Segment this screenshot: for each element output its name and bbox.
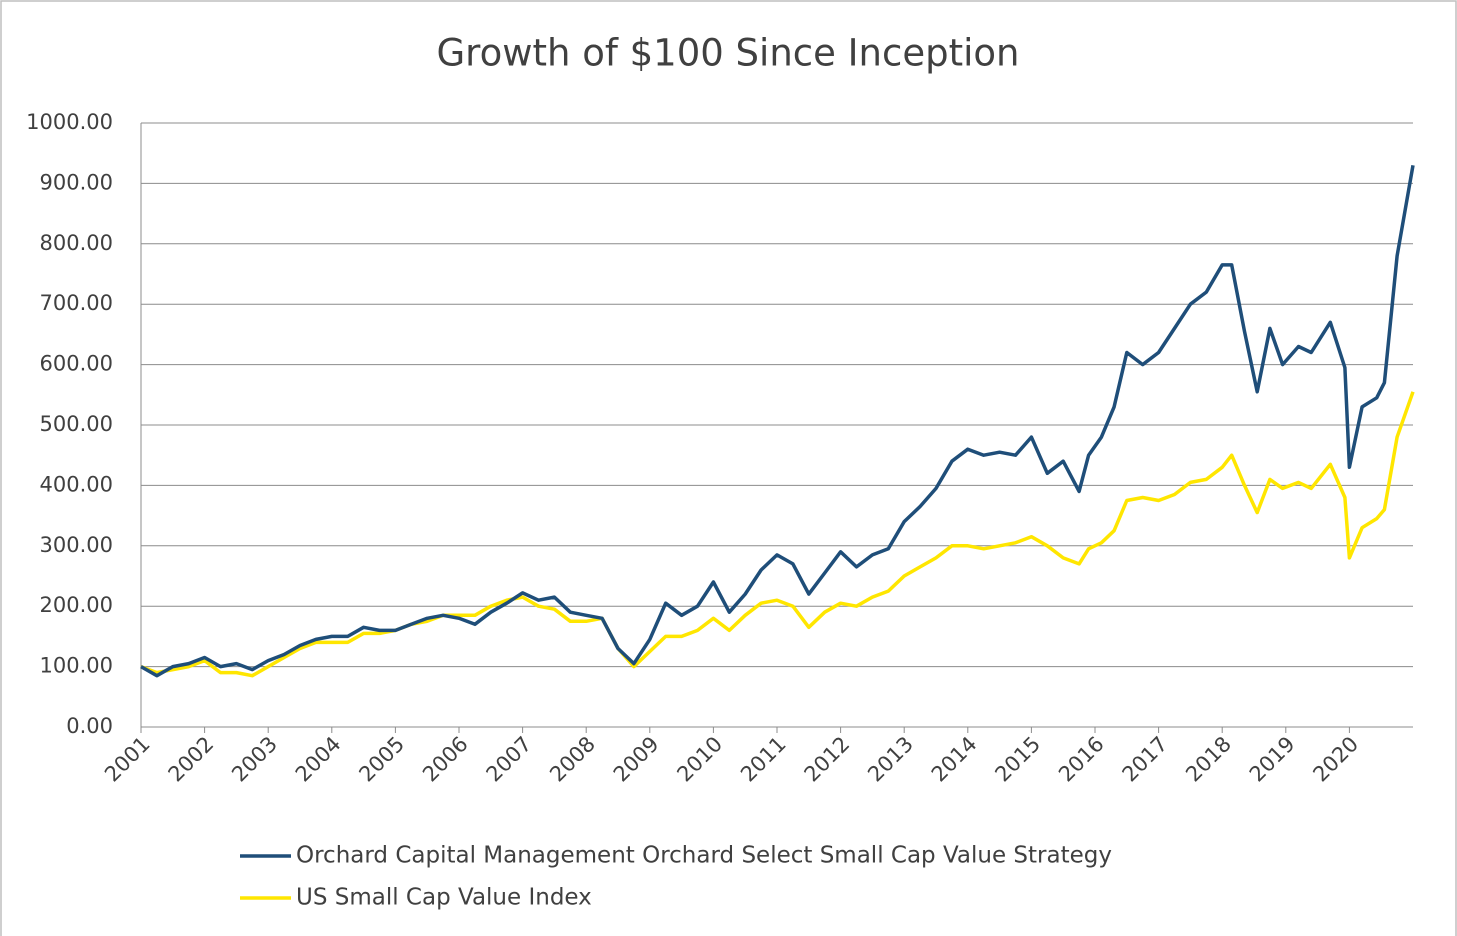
y-tick-label: 700.00 xyxy=(40,291,113,315)
y-tick-label: 900.00 xyxy=(40,170,113,194)
x-tick-label: 2015 xyxy=(990,732,1045,787)
x-tick-label: 2020 xyxy=(1308,732,1363,787)
chart-title: Growth of $100 Since Inception xyxy=(437,32,1020,75)
x-tick-label: 2014 xyxy=(927,732,982,787)
y-tick-label: 1000.00 xyxy=(26,110,113,134)
y-tick-label: 500.00 xyxy=(40,412,113,436)
x-tick-label: 2005 xyxy=(354,732,409,787)
x-tick-label: 2009 xyxy=(609,732,664,787)
y-tick-label: 600.00 xyxy=(40,352,113,376)
x-tick-label: 2013 xyxy=(863,732,918,787)
x-tick-label: 2003 xyxy=(227,732,282,787)
x-tick-label: 2001 xyxy=(100,732,155,787)
y-tick-label: 0.00 xyxy=(66,714,113,738)
x-tick-label: 2017 xyxy=(1118,732,1173,787)
x-tick-label: 2006 xyxy=(418,732,473,787)
y-tick-label: 800.00 xyxy=(40,231,113,255)
x-tick-label: 2012 xyxy=(800,732,855,787)
series-line xyxy=(140,164,1415,678)
x-tick-label: 2008 xyxy=(545,732,600,787)
x-tick-label: 2002 xyxy=(164,732,219,787)
x-tick-label: 2007 xyxy=(482,732,537,787)
x-tick-label: 2004 xyxy=(291,732,346,787)
y-tick-label: 100.00 xyxy=(40,654,113,678)
y-tick-label: 400.00 xyxy=(40,472,113,496)
x-tick-label: 2011 xyxy=(736,732,791,787)
x-tick-label: 2019 xyxy=(1245,732,1300,787)
y-tick-label: 300.00 xyxy=(40,533,113,557)
x-tick-label: 2018 xyxy=(1181,732,1236,787)
x-tick-label: 2010 xyxy=(672,732,727,787)
legend-label: Orchard Capital Management Orchard Selec… xyxy=(296,843,1112,869)
legend-label: US Small Cap Value Index xyxy=(296,885,592,911)
x-tick-label: 2016 xyxy=(1054,732,1109,787)
series-line xyxy=(140,391,1415,678)
y-tick-label: 200.00 xyxy=(40,593,113,617)
